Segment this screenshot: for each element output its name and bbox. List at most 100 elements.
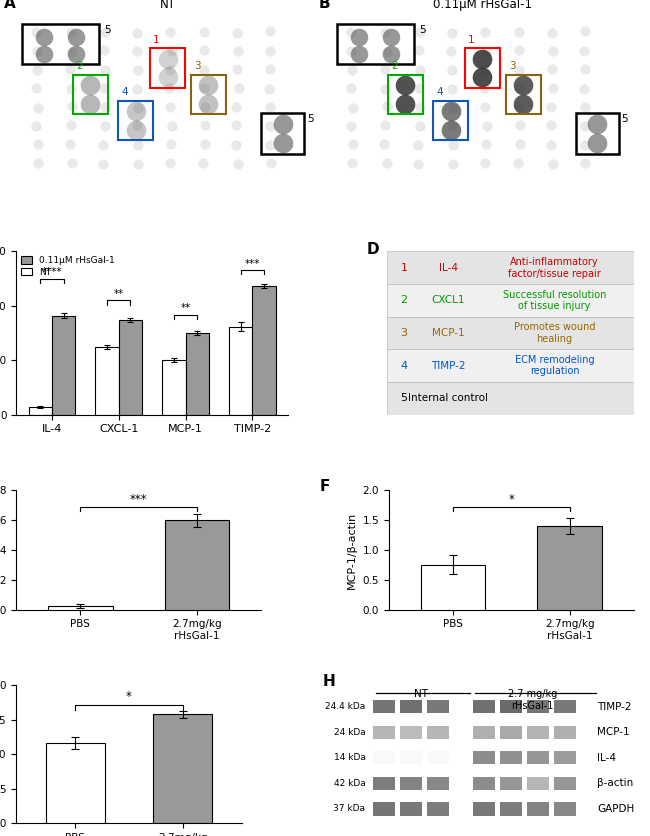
Bar (554, 752, 576, 764)
Text: GAPDH: GAPDH (597, 804, 634, 814)
Point (400, 78, 410, 91)
Point (415, 64, 425, 77)
Bar (373, 777, 395, 790)
Bar (387, 349, 634, 382)
Point (33, 138, 44, 151)
Point (265, 101, 275, 115)
Bar (165, 520, 229, 609)
Point (413, 157, 423, 171)
Bar (500, 701, 522, 713)
Text: Anti-inflammatory
factor/tissue repair: Anti-inflammatory factor/tissue repair (508, 257, 601, 278)
Bar (387, 382, 634, 415)
Point (415, 100, 425, 114)
Text: 3: 3 (194, 61, 201, 71)
Point (162, 71, 173, 84)
Point (200, 119, 210, 132)
Point (203, 78, 214, 91)
Bar (162, 360, 185, 415)
Point (85, 78, 96, 91)
Point (580, 139, 590, 152)
Bar (400, 777, 422, 790)
Point (32, 101, 43, 115)
Point (480, 156, 490, 170)
Bar (387, 252, 634, 284)
Point (64, 138, 75, 151)
Bar (500, 726, 522, 739)
Bar (527, 752, 549, 764)
Point (132, 26, 142, 39)
Point (31, 81, 42, 94)
Point (98, 138, 108, 151)
Point (414, 43, 424, 57)
Text: Successful resolution
of tissue injury: Successful resolution of tissue injury (503, 289, 606, 311)
Bar (473, 777, 495, 790)
Y-axis label: MCP-1/β-actin: MCP-1/β-actin (347, 512, 357, 589)
Point (99, 120, 110, 133)
Bar (465, 48, 500, 88)
Point (346, 63, 357, 76)
Point (32, 156, 43, 170)
Point (592, 136, 603, 150)
Bar (73, 74, 108, 114)
Text: 3: 3 (400, 328, 408, 338)
Point (98, 157, 108, 171)
Point (66, 25, 76, 38)
Point (199, 81, 209, 94)
Point (346, 81, 356, 94)
Point (166, 119, 177, 132)
Bar (22, 24, 99, 64)
Point (132, 119, 142, 132)
Point (85, 97, 96, 110)
Point (447, 64, 458, 77)
Point (514, 64, 525, 77)
Point (412, 138, 423, 151)
Point (346, 25, 356, 38)
Point (580, 156, 591, 170)
Bar (388, 74, 423, 114)
Bar (554, 726, 576, 739)
Bar (52, 316, 75, 415)
Bar (473, 726, 495, 739)
Point (199, 64, 209, 77)
Point (233, 44, 243, 58)
Text: CXCL1: CXCL1 (432, 295, 465, 305)
Bar (96, 347, 119, 415)
Point (447, 83, 457, 96)
Text: Internal control: Internal control (408, 393, 488, 403)
Point (477, 71, 488, 84)
Text: 4: 4 (436, 87, 443, 97)
Point (354, 30, 365, 43)
Point (200, 100, 210, 114)
Point (31, 120, 42, 133)
Point (382, 156, 392, 170)
Point (347, 101, 358, 115)
Point (133, 138, 144, 151)
Point (100, 25, 110, 38)
Bar (373, 803, 395, 816)
Text: 4: 4 (400, 360, 408, 370)
Point (592, 117, 603, 130)
Point (347, 156, 358, 170)
Point (448, 138, 458, 151)
Text: **: ** (114, 289, 124, 299)
Bar (527, 777, 549, 790)
Bar (506, 74, 541, 114)
Point (548, 81, 558, 94)
Bar (427, 803, 449, 816)
Point (265, 62, 276, 75)
Bar (373, 701, 395, 713)
Point (385, 30, 396, 43)
Text: IL-4: IL-4 (439, 263, 458, 273)
Text: **: ** (181, 303, 190, 314)
Point (445, 104, 456, 117)
Legend: 0.11μM rHsGal-1, NT: 0.11μM rHsGal-1, NT (21, 256, 114, 277)
Bar (337, 24, 414, 64)
Bar (427, 701, 449, 713)
Point (71, 30, 81, 43)
Bar (554, 701, 576, 713)
Point (231, 100, 241, 114)
Bar (427, 752, 449, 764)
Text: D: D (367, 242, 380, 257)
Point (31, 25, 42, 38)
Bar (500, 777, 522, 790)
